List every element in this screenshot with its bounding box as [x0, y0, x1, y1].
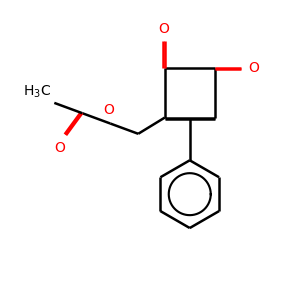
- Text: O: O: [103, 103, 114, 117]
- Text: H$_3$C: H$_3$C: [23, 83, 51, 100]
- Text: O: O: [54, 141, 65, 154]
- Text: O: O: [158, 22, 169, 36]
- Text: O: O: [248, 61, 259, 75]
